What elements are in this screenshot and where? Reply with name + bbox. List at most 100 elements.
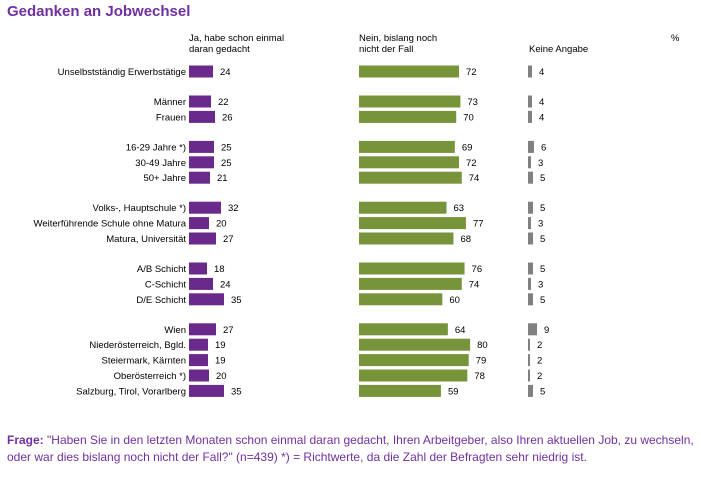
category-label: Männer <box>154 97 186 108</box>
bar-na <box>528 95 532 108</box>
value-label-na: 5 <box>540 386 545 397</box>
value-label-no: 74 <box>469 279 480 290</box>
category-label: 16-29 Jahre *) <box>126 142 186 153</box>
bar-no <box>359 232 454 245</box>
value-label-yes: 21 <box>217 173 228 184</box>
bar-no <box>359 262 465 275</box>
value-label-yes: 22 <box>218 97 229 108</box>
value-label-na: 9 <box>544 325 549 336</box>
value-label-yes: 24 <box>220 279 231 290</box>
value-label-yes: 27 <box>223 325 234 336</box>
bar-na <box>528 354 530 367</box>
bar-no <box>359 217 466 230</box>
value-label-no: 78 <box>474 371 485 382</box>
bar-yes <box>189 110 215 123</box>
value-label-na: 3 <box>538 158 543 169</box>
bar-na <box>528 262 533 275</box>
value-label-na: 6 <box>541 142 546 153</box>
value-label-na: 5 <box>540 234 545 245</box>
bar-na <box>528 293 533 306</box>
bar-yes <box>189 95 211 108</box>
value-label-na: 2 <box>537 371 542 382</box>
value-label-yes: 19 <box>215 356 226 367</box>
value-label-yes: 19 <box>215 340 226 351</box>
category-label: C-Schicht <box>145 279 187 290</box>
bar-yes <box>189 338 208 351</box>
bar-na <box>528 323 537 336</box>
column-head-no-line1: Nein, bislang noch <box>359 33 438 44</box>
percent-unit-label: % <box>671 33 680 44</box>
column-head-no-line2: nicht der Fall <box>359 44 414 55</box>
bar-no <box>359 171 462 184</box>
value-label-na: 3 <box>538 279 543 290</box>
bar-yes <box>189 323 216 336</box>
bar-na <box>528 217 531 230</box>
category-label: Weiterführende Schule ohne Matura <box>34 219 187 230</box>
value-label-no: 64 <box>455 325 466 336</box>
bar-na <box>528 140 534 153</box>
value-label-na: 5 <box>540 203 545 214</box>
bar-na <box>528 232 533 245</box>
bar-yes <box>189 277 213 290</box>
bar-no <box>359 95 461 108</box>
category-label: Steiermark, Kärnten <box>102 356 186 367</box>
bar-na <box>528 277 531 290</box>
value-label-yes: 24 <box>220 67 231 78</box>
bar-no <box>359 65 459 78</box>
category-label: Wien <box>164 325 186 336</box>
footnote-label: Frage: <box>7 433 44 447</box>
bar-no <box>359 277 462 290</box>
value-label-yes: 20 <box>216 219 227 230</box>
category-label: Frauen <box>156 112 186 123</box>
category-label: D/E Schicht <box>136 295 186 306</box>
value-label-no: 63 <box>454 203 465 214</box>
value-label-yes: 25 <box>221 158 232 169</box>
bar-no <box>359 384 441 397</box>
value-label-no: 59 <box>448 386 459 397</box>
value-label-na: 3 <box>538 219 543 230</box>
value-label-no: 70 <box>463 112 474 123</box>
bar-no <box>359 293 443 306</box>
bar-yes <box>189 217 209 230</box>
bar-na <box>528 65 532 78</box>
value-label-no: 69 <box>462 142 473 153</box>
bar-yes <box>189 156 214 169</box>
footnote-text: "Haben Sie in den letzten Monaten schon … <box>7 433 694 464</box>
value-label-yes: 20 <box>216 371 227 382</box>
bar-yes <box>189 171 210 184</box>
bar-yes <box>189 65 213 78</box>
value-label-na: 5 <box>540 173 545 184</box>
bar-no <box>359 338 471 351</box>
question-footnote: Frage: "Haben Sie in den letzten Monaten… <box>7 432 695 466</box>
bar-yes <box>189 293 224 306</box>
category-label: Unselbstständig Erwerbstätige <box>58 67 186 78</box>
value-label-yes: 27 <box>223 234 234 245</box>
value-label-no: 60 <box>449 295 460 306</box>
bar-na <box>528 110 532 123</box>
bar-yes <box>189 232 216 245</box>
category-label: 50+ Jahre <box>143 173 186 184</box>
chart-title: Gedanken an Jobwechsel <box>7 3 191 20</box>
value-label-na: 4 <box>539 67 544 78</box>
category-label: Salzburg, Tirol, Vorarlberg <box>76 386 186 397</box>
value-label-yes: 26 <box>222 112 233 123</box>
value-label-no: 76 <box>472 264 483 275</box>
value-label-yes: 35 <box>231 386 242 397</box>
value-label-no: 79 <box>476 356 487 367</box>
category-label: Niederösterreich, Bgld. <box>89 340 186 351</box>
bar-na <box>528 171 533 184</box>
category-label: 30-49 Jahre <box>135 158 186 169</box>
column-head-yes-line2: daran gedacht <box>189 44 250 55</box>
bar-no <box>359 140 455 153</box>
value-label-na: 5 <box>540 264 545 275</box>
bar-na <box>528 156 531 169</box>
value-label-no: 74 <box>469 173 480 184</box>
value-label-na: 2 <box>537 356 542 367</box>
value-label-yes: 25 <box>221 142 232 153</box>
bar-yes <box>189 354 208 367</box>
column-head-yes-line1: Ja, habe schon einmal <box>189 33 285 44</box>
bar-no <box>359 110 457 123</box>
value-label-na: 5 <box>540 295 545 306</box>
bar-yes <box>189 262 207 275</box>
bar-no <box>359 156 459 169</box>
